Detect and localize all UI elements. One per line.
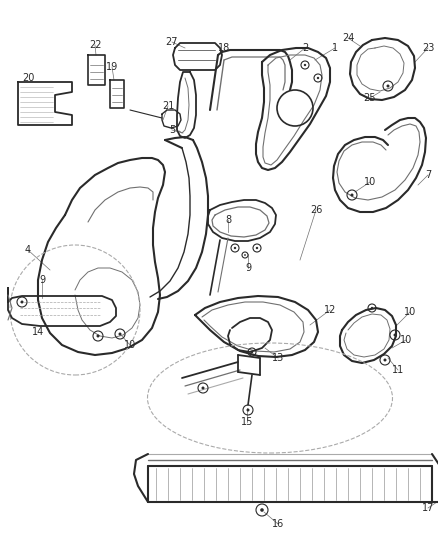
- Text: 10: 10: [400, 335, 412, 345]
- Circle shape: [317, 77, 319, 79]
- Circle shape: [256, 247, 258, 249]
- Text: 11: 11: [392, 365, 404, 375]
- Circle shape: [96, 335, 99, 337]
- Circle shape: [251, 351, 253, 353]
- Text: 20: 20: [22, 73, 34, 83]
- Circle shape: [350, 193, 353, 197]
- Text: 9: 9: [39, 275, 45, 285]
- Text: 13: 13: [272, 353, 284, 363]
- Text: 5: 5: [169, 125, 175, 135]
- Text: 9: 9: [245, 263, 251, 273]
- Text: 2: 2: [302, 43, 308, 53]
- Text: 10: 10: [364, 177, 376, 187]
- Text: 26: 26: [310, 205, 322, 215]
- Circle shape: [260, 508, 264, 512]
- Circle shape: [304, 64, 306, 66]
- Circle shape: [386, 85, 389, 87]
- Text: 27: 27: [166, 37, 178, 47]
- Text: 4: 4: [25, 245, 31, 255]
- Text: 25: 25: [364, 93, 376, 103]
- Text: 23: 23: [422, 43, 434, 53]
- Circle shape: [234, 247, 236, 249]
- Text: 7: 7: [425, 170, 431, 180]
- Text: 18: 18: [218, 43, 230, 53]
- Text: 1: 1: [332, 43, 338, 53]
- Text: 14: 14: [32, 327, 44, 337]
- Circle shape: [119, 333, 121, 335]
- Text: 21: 21: [162, 101, 174, 111]
- Text: 15: 15: [241, 417, 253, 427]
- Text: 19: 19: [106, 62, 118, 72]
- Circle shape: [371, 307, 373, 309]
- Text: 16: 16: [272, 519, 284, 529]
- Text: 10: 10: [404, 307, 416, 317]
- Circle shape: [21, 301, 24, 303]
- Circle shape: [247, 408, 250, 411]
- Text: 22: 22: [89, 40, 101, 50]
- Circle shape: [393, 334, 396, 336]
- Text: 10: 10: [124, 340, 136, 350]
- Text: 12: 12: [324, 305, 336, 315]
- Circle shape: [244, 254, 246, 256]
- Text: 17: 17: [422, 503, 434, 513]
- Text: 24: 24: [342, 33, 354, 43]
- Text: 8: 8: [225, 215, 231, 225]
- Circle shape: [384, 359, 386, 361]
- Circle shape: [201, 386, 205, 390]
